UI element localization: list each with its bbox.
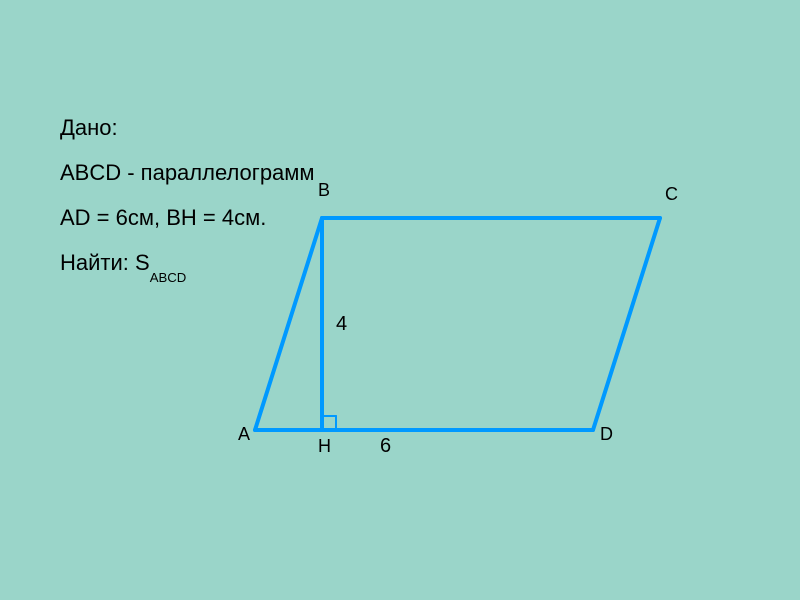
svg-text:A: A [238, 424, 250, 444]
svg-text:H: H [318, 436, 331, 456]
svg-text:4: 4 [336, 313, 347, 335]
svg-text:B: B [318, 180, 330, 200]
parallelogram-diagram: A B C D H 4 6 [0, 0, 800, 600]
slide-canvas: Дано: ABCD - параллелограмм AD = 6см, BH… [0, 0, 800, 600]
svg-text:6: 6 [380, 435, 391, 457]
svg-text:D: D [600, 424, 613, 444]
svg-text:C: C [665, 184, 678, 204]
